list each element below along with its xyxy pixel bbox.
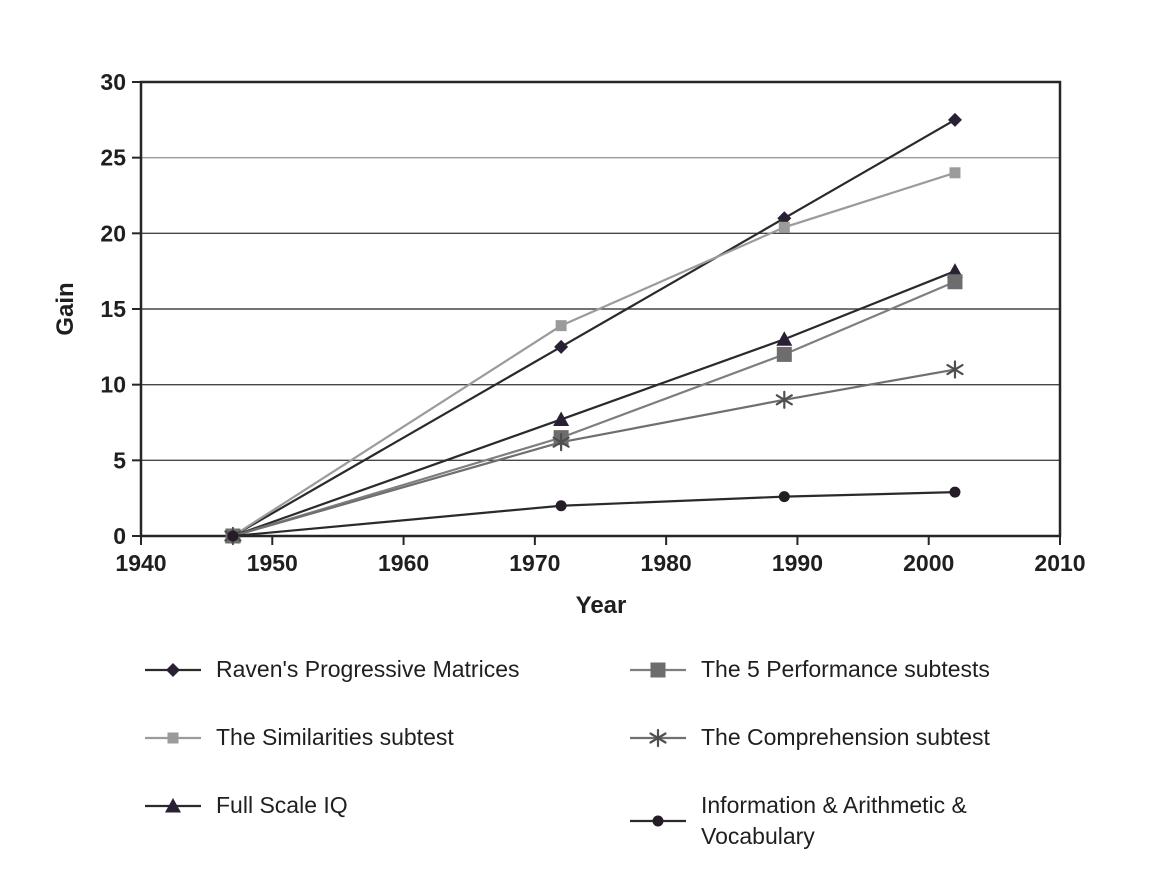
x-tick-label: 1960	[378, 550, 429, 576]
series-line-information-arithmetic-vocabulary	[232, 491, 956, 538]
circle-marker-icon	[652, 815, 664, 827]
legend-label: Information & Arithmetic & Vocabulary	[701, 792, 967, 850]
legend-column-right: The 5 Performance subtests The Comprehen…	[628, 654, 1031, 852]
legend-item-full-scale-iq: Full Scale IQ	[143, 790, 520, 822]
legend-label: The Similarities subtest	[216, 724, 454, 751]
legend-label: Full Scale IQ	[216, 792, 348, 819]
y-tick-label: 5	[113, 447, 126, 473]
diamond-marker-icon	[166, 663, 180, 677]
circle-marker-icon	[949, 486, 961, 498]
y-tick-label: 25	[100, 145, 126, 171]
x-tick-label: 1970	[509, 550, 560, 576]
asterisk-marker-icon	[946, 360, 964, 379]
square-marker-icon	[630, 662, 686, 678]
x-tick-label: 1990	[772, 550, 823, 576]
diamond-marker-icon	[777, 211, 792, 226]
y-tick-label: 20	[100, 220, 126, 246]
diamond-marker-icon	[947, 112, 962, 127]
square-marker-icon	[778, 221, 790, 233]
y-tick-label: 15	[100, 296, 126, 322]
circle-marker-icon	[555, 500, 567, 512]
legend-item-ravens-progressive-matrices: Raven's Progressive Matrices	[143, 654, 520, 686]
square-marker-icon	[555, 320, 567, 332]
legend-item-comprehension-subtest: The Comprehension subtest	[628, 722, 1031, 754]
circle-marker-icon	[630, 815, 686, 827]
x-tick-label: 1980	[641, 550, 692, 576]
square-marker-icon	[145, 732, 201, 744]
series-line-raven-s-progressive-matrices	[232, 118, 956, 537]
legend-label: The 5 Performance subtests	[701, 656, 990, 683]
asterisk-marker-icon	[775, 390, 793, 409]
circle-marker-icon	[227, 530, 239, 542]
x-tick-label: 2000	[903, 550, 954, 576]
legend-column-left: Raven's Progressive Matrices The Similar…	[143, 654, 520, 822]
triangle-marker-icon	[946, 263, 963, 278]
legend-item-similarities-subtest: The Similarities subtest	[143, 722, 520, 754]
y-axis-title: Gain	[52, 282, 79, 336]
y-tick-label: 30	[100, 69, 126, 95]
x-tick-label: 1950	[247, 550, 298, 576]
asterisk-marker-icon	[649, 728, 667, 748]
x-tick-label: 1940	[115, 550, 166, 576]
legend-label: The Comprehension subtest	[701, 724, 990, 751]
legend-label: Raven's Progressive Matrices	[216, 656, 520, 683]
square-marker-icon	[947, 274, 963, 290]
diamond-marker-icon	[554, 339, 569, 354]
chart-plot-area: 1940 1950 1960 1970 1980 1990 2000 2010 0 5 10 15 20…	[100, 69, 1085, 576]
x-tick-label: 2010	[1034, 550, 1085, 576]
series-line-the-5-performance-subtests	[232, 280, 956, 538]
x-axis-title: Year	[575, 592, 627, 619]
series-line-full-scale-iq	[232, 270, 956, 538]
y-tick-label: 10	[100, 372, 126, 398]
legend-item-5-performance-subtests: The 5 Performance subtests	[628, 654, 1031, 686]
triangle-marker-icon	[776, 331, 793, 346]
square-marker-icon	[650, 662, 666, 678]
y-tick-label: 0	[113, 523, 126, 549]
asterisk-marker-icon	[552, 433, 570, 452]
square-marker-icon	[949, 167, 961, 179]
diamond-marker-icon	[145, 663, 201, 677]
legend-item-information-arithmetic-vocabulary: Information & Arithmetic & Vocabulary	[628, 790, 1031, 852]
triangle-marker-icon	[165, 798, 181, 813]
series-line-the-similarities-subtest	[232, 171, 956, 537]
triangle-marker-icon	[145, 798, 201, 813]
circle-marker-icon	[778, 491, 790, 503]
square-marker-icon	[776, 346, 792, 362]
series-line-the-comprehension-subtest	[232, 368, 956, 538]
triangle-marker-icon	[553, 411, 570, 426]
asterisk-marker-icon	[630, 728, 686, 748]
square-marker-icon	[167, 732, 179, 744]
